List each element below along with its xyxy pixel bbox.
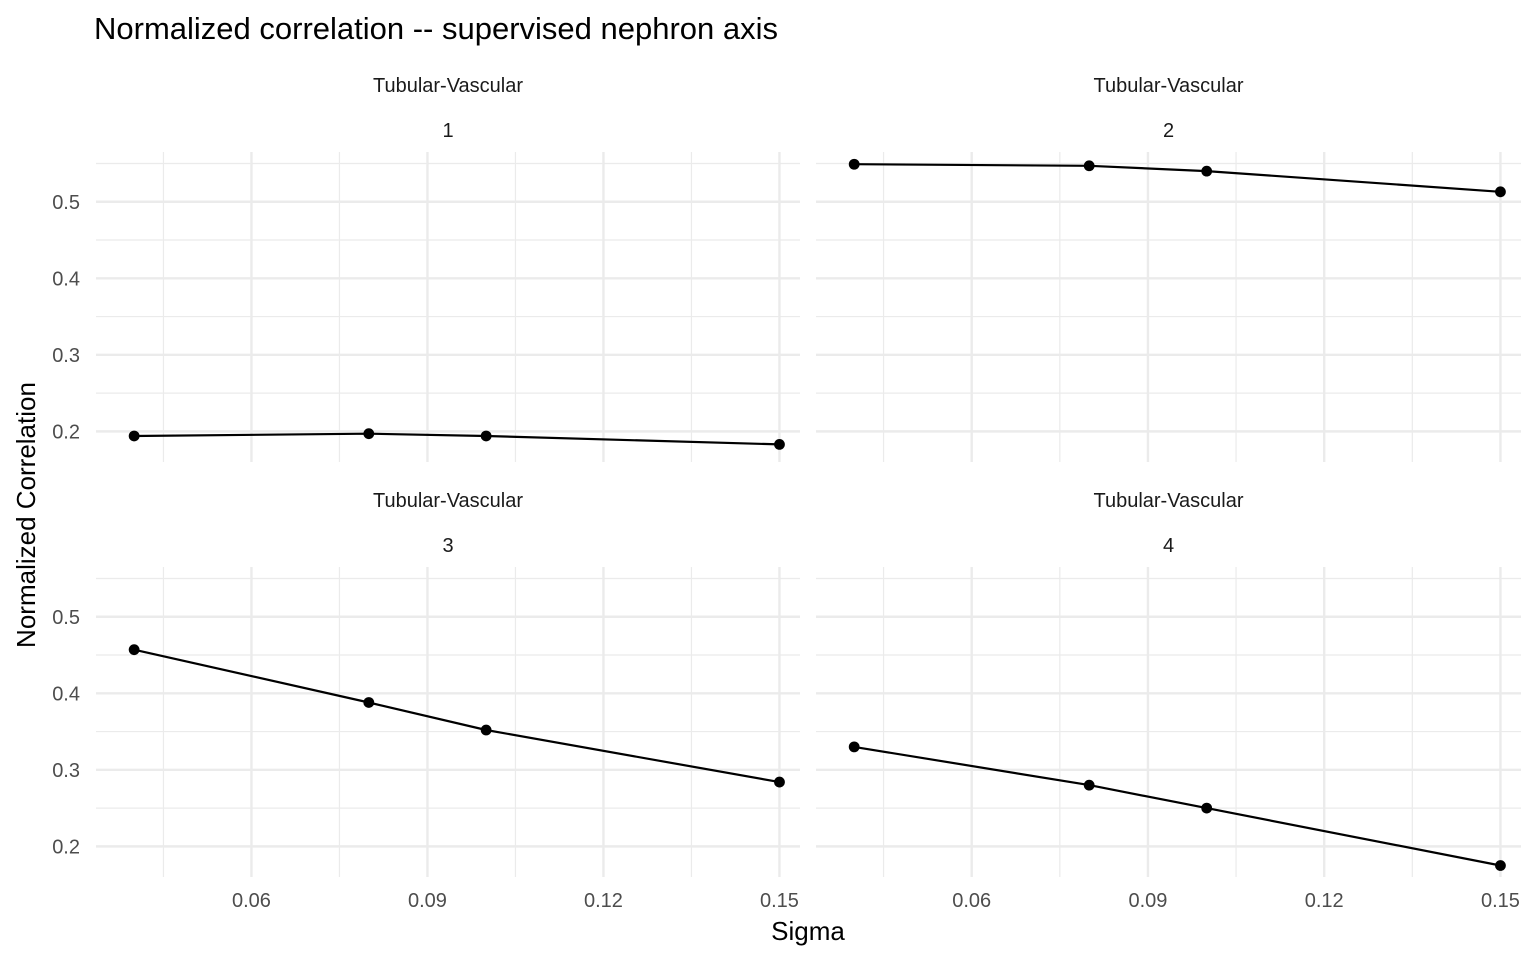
- facet-strip-label: Tubular-Vascular: [1093, 75, 1243, 97]
- series-line: [854, 163, 1501, 193]
- series-line: [854, 745, 1501, 867]
- data-point: [480, 430, 492, 442]
- y-tick-label: 0.3: [52, 345, 80, 367]
- facet-panel-3: Tubular-Vascular 3 0.2 0.3 0.4 0.5 0.06 0.09 0.1…: [52, 490, 800, 912]
- facet-panel-2: Tubular-Vascular 2: [816, 75, 1521, 462]
- data-point: [128, 430, 140, 442]
- facet-strip-label: Tubular-Vascular: [1093, 490, 1243, 512]
- facet-panel-1: Tubular-Vascular 1 0.2 0.3 0.4 0.5: [52, 75, 800, 462]
- data-point: [1201, 802, 1213, 814]
- x-tick-label: 0.09: [1128, 890, 1167, 912]
- x-tick-label: 0.15: [1481, 890, 1520, 912]
- chart-title: Normalized correlation -- supervised nep…: [94, 11, 778, 46]
- y-tick-label: 0.5: [52, 607, 80, 629]
- y-tick-label: 0.4: [52, 683, 80, 705]
- data-point: [1201, 165, 1213, 177]
- facet-panels: Tubular-Vascular10.20.30.40.5Tubular-Vas…: [52, 75, 1521, 912]
- data-point: [1083, 779, 1095, 791]
- facet-strip-label: Tubular-Vascular: [373, 75, 523, 97]
- facet-panel-4: Tubular-Vascular 4 0.06 0.09 0.12 0.15: [816, 490, 1521, 912]
- x-axis-title: Sigma: [771, 916, 845, 946]
- data-point: [848, 158, 860, 170]
- facet-strip-number: 4: [1163, 535, 1174, 557]
- y-axis-title: Normalized Correlation: [11, 382, 41, 648]
- x-tick-label: 0.06: [232, 890, 271, 912]
- data-point: [128, 644, 140, 656]
- y-tick-label: 0.5: [52, 192, 80, 214]
- data-point: [848, 741, 860, 753]
- y-tick-label: 0.3: [52, 760, 80, 782]
- x-tick-label: 0.12: [584, 890, 623, 912]
- x-tick-label: 0.09: [408, 890, 447, 912]
- data-point: [1495, 186, 1506, 198]
- series-line: [134, 432, 780, 446]
- data-point: [1495, 860, 1506, 871]
- facet-strip-label: Tubular-Vascular: [373, 490, 523, 512]
- data-point: [774, 776, 785, 788]
- data-point: [774, 438, 785, 450]
- x-tick-label: 0.12: [1305, 890, 1344, 912]
- data-point: [480, 724, 492, 736]
- data-point: [363, 428, 375, 440]
- y-tick-label: 0.2: [52, 836, 80, 858]
- facet-strip-number: 3: [442, 535, 453, 557]
- data-point: [363, 697, 375, 708]
- data-point: [1083, 160, 1095, 172]
- x-tick-label: 0.15: [760, 890, 799, 912]
- y-tick-label: 0.4: [52, 268, 80, 290]
- x-tick-label: 0.06: [952, 890, 991, 912]
- series-line: [133, 648, 780, 784]
- y-tick-label: 0.2: [52, 421, 80, 443]
- facet-strip-number: 1: [442, 120, 453, 142]
- facet-strip-number: 2: [1163, 120, 1174, 142]
